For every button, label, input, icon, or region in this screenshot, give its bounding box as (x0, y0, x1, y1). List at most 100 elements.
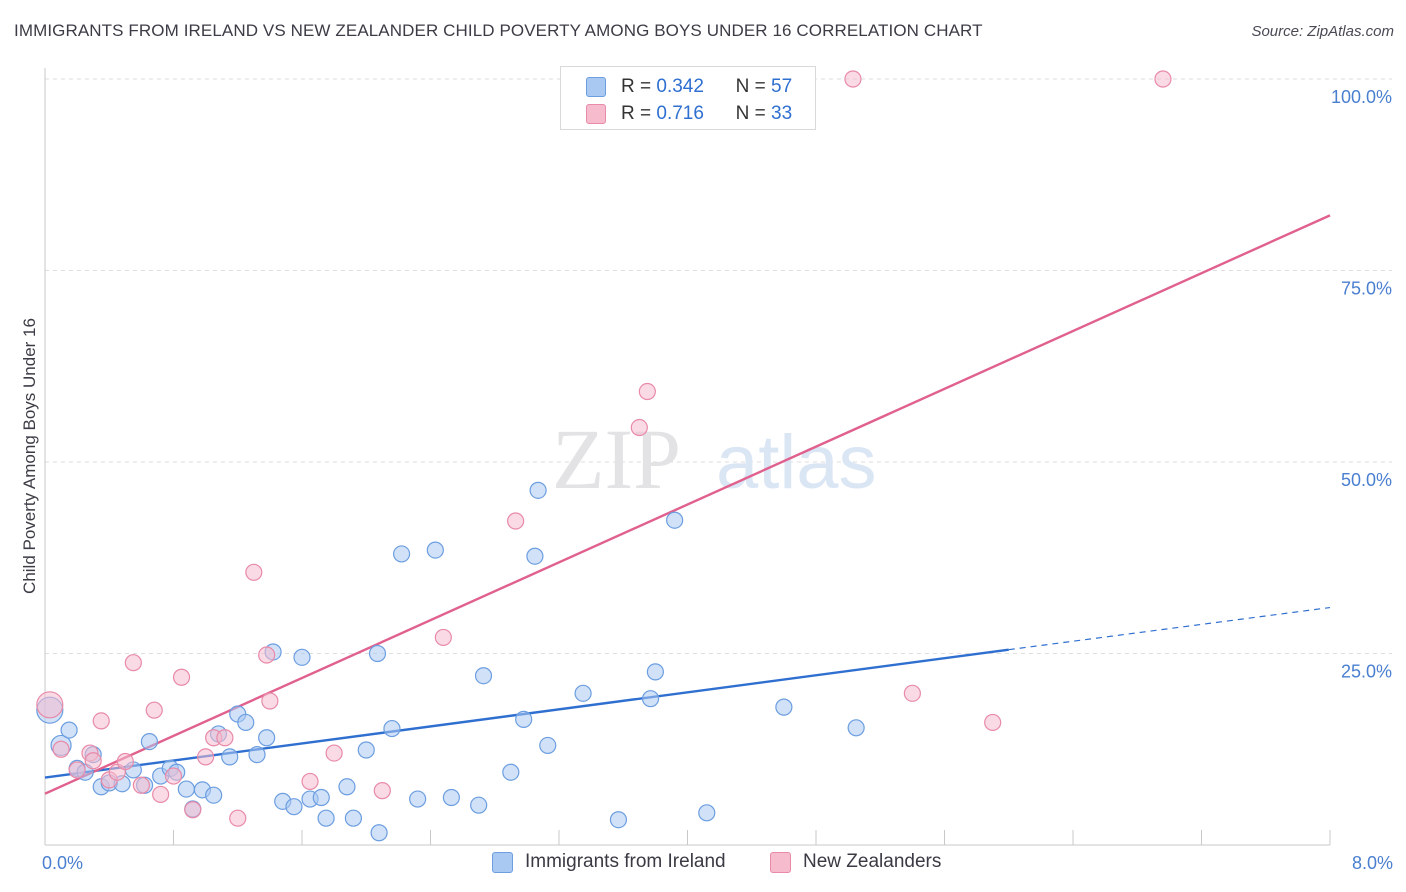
point-nz (373, 782, 391, 800)
point-ireland (426, 541, 444, 559)
point-ireland (338, 778, 356, 796)
point-nz (184, 801, 202, 819)
series-legend: Immigrants from Ireland New Zealanders (0, 851, 1406, 879)
point-nz (84, 752, 102, 770)
point-nz (216, 729, 234, 747)
point-nz (197, 748, 215, 766)
point-ireland (698, 804, 716, 822)
point-nz (152, 785, 170, 804)
y-tick-label: 100.0% (1331, 87, 1392, 107)
point-ireland (646, 663, 664, 681)
point-ireland (641, 690, 660, 708)
point-ireland (248, 746, 266, 764)
point-ireland (60, 721, 78, 739)
tick-labels: 25.0% 50.0% 75.0% 100.0% 0.0% 8.0% (42, 87, 1393, 873)
point-ireland (344, 809, 362, 827)
point-ireland (666, 511, 684, 529)
y-tick-label: 50.0% (1341, 470, 1392, 490)
point-ireland (574, 684, 592, 702)
watermark: ZIP atlas (552, 411, 877, 507)
point-ireland (293, 648, 311, 666)
point-ireland (357, 741, 375, 759)
point-nz (36, 691, 64, 719)
point-ireland (474, 667, 493, 685)
point-nz (638, 382, 656, 401)
point-nz (52, 740, 70, 758)
legend-swatch-ireland (492, 851, 513, 873)
n-label: N = (735, 103, 766, 124)
y-axis-label: Child Poverty Among Boys Under 16 (20, 318, 39, 594)
y-tick-label: 75.0% (1341, 279, 1392, 299)
point-nz (68, 761, 86, 779)
point-ireland (470, 796, 488, 814)
point-nz (630, 418, 648, 437)
point-nz (245, 563, 263, 581)
point-ireland (383, 719, 401, 738)
point-nz (92, 712, 110, 730)
point-ireland (368, 644, 387, 663)
n-value: 57 (771, 76, 793, 97)
point-ireland (285, 798, 303, 816)
point-ireland (609, 811, 628, 829)
r-label: R = (621, 76, 652, 97)
point-nz (229, 809, 247, 827)
point-ireland (847, 719, 865, 737)
trend-line-ireland-extension (1008, 606, 1331, 651)
point-nz (145, 701, 163, 719)
nz-swatch (586, 104, 606, 124)
point-nz (132, 776, 150, 794)
point-nz (434, 628, 452, 647)
n-value: 33 (771, 103, 793, 124)
point-nz (325, 744, 343, 762)
r-value: 0.716 (656, 103, 704, 124)
point-nz (1154, 70, 1172, 88)
point-ireland (370, 824, 388, 842)
watermark-zip: ZIP (552, 411, 681, 507)
point-nz (903, 684, 921, 702)
point-nz (258, 646, 276, 664)
point-nz (301, 772, 319, 791)
point-ireland (258, 729, 276, 747)
point-ireland (205, 786, 223, 804)
point-ireland (312, 788, 330, 807)
scatter-points (36, 70, 1172, 842)
point-nz (984, 713, 1002, 732)
chart-title: IMMIGRANTS FROM IRELAND VS NEW ZEALANDER… (14, 21, 983, 40)
point-ireland (317, 809, 335, 827)
x-tick-label-min: 0.0% (42, 853, 83, 873)
point-ireland (237, 713, 255, 732)
legend-swatch-nz (770, 851, 791, 873)
chart-source: Source: ZipAtlas.com (1251, 23, 1394, 40)
point-nz (844, 70, 862, 88)
point-ireland (392, 545, 411, 563)
legend-item-nz[interactable]: New Zealanders (770, 851, 941, 873)
ireland-swatch (586, 77, 606, 97)
legend-item-ireland[interactable]: Immigrants from Ireland (492, 851, 726, 873)
x-tick-label-max: 8.0% (1352, 853, 1393, 873)
stats-legend: R = 0.342 N = 57 R = 0.716 N = 33 (560, 66, 816, 130)
point-ireland (409, 790, 427, 808)
y-tick-label: 25.0% (1341, 662, 1392, 682)
r-label: R = (621, 103, 652, 124)
legend-label-ireland: Immigrants from Ireland (525, 851, 726, 872)
point-nz (261, 692, 279, 710)
point-nz (164, 767, 183, 785)
point-ireland (529, 481, 547, 499)
trend-line-nz (44, 214, 1331, 795)
point-ireland (515, 710, 533, 728)
r-value: 0.342 (656, 76, 704, 97)
watermark-atlas: atlas (716, 420, 877, 505)
point-ireland (526, 547, 544, 565)
legend-label-nz: New Zealanders (803, 851, 942, 872)
axes (44, 68, 1331, 846)
point-ireland (502, 763, 520, 781)
point-ireland (221, 748, 239, 766)
point-nz (116, 752, 134, 771)
n-label: N = (735, 76, 766, 97)
point-ireland (442, 788, 460, 807)
point-ireland (177, 780, 195, 798)
point-nz (507, 512, 525, 530)
point-ireland (775, 698, 793, 716)
point-nz (124, 654, 142, 672)
